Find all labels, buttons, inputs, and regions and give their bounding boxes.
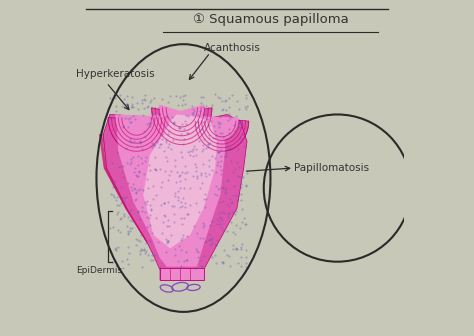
Polygon shape: [160, 268, 203, 280]
Text: Papillomatosis: Papillomatosis: [294, 163, 369, 173]
Polygon shape: [103, 108, 249, 280]
Text: Acanthosis: Acanthosis: [203, 43, 260, 52]
Polygon shape: [143, 115, 217, 248]
Polygon shape: [115, 104, 239, 267]
Text: EpiDermis: EpiDermis: [76, 265, 122, 275]
Text: ① Squamous papilloma: ① Squamous papilloma: [192, 12, 348, 26]
Text: Hyperkeratosis: Hyperkeratosis: [76, 69, 155, 79]
